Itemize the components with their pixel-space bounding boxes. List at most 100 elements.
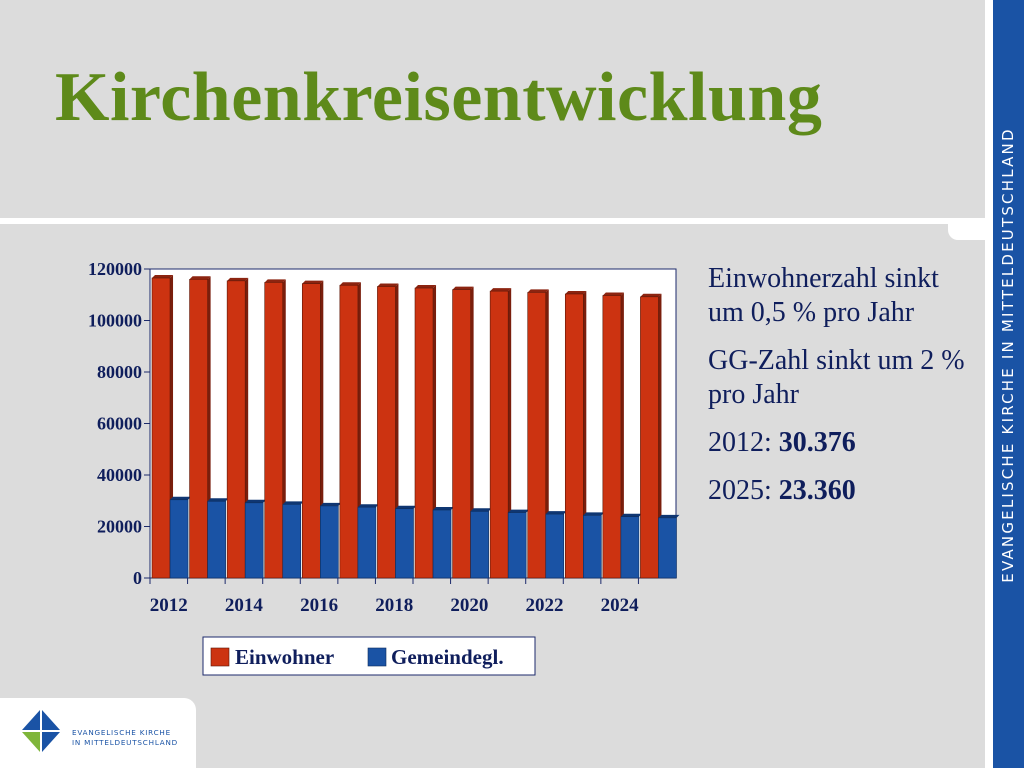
bar-einwohner-top — [189, 276, 211, 280]
bar-einwohner-top — [602, 292, 624, 296]
stat-2012: 2012: 30.376 — [708, 426, 978, 460]
bar-gemeindegl — [244, 502, 264, 579]
bar-einwohner-top — [452, 286, 474, 290]
bar-gemeindegl — [507, 512, 527, 579]
logo-line2: IN MITTELDEUTSCHLAND — [72, 738, 179, 747]
logo-text: EVANGELISCHE KIRCHE IN MITTELDEUTSCHLAND — [72, 728, 178, 748]
bar-einwohner-side — [433, 285, 437, 578]
bar-gemeindegl — [169, 499, 189, 579]
y-tick-label: 100000 — [88, 311, 142, 331]
stat-2012-value: 30.376 — [778, 427, 856, 458]
bar-einwohner-top — [565, 290, 587, 294]
legend-swatch-einwohner — [210, 647, 230, 667]
bar-einwohner-side — [395, 283, 399, 578]
side-band — [993, 0, 1024, 768]
bar-einwohner-top — [490, 288, 512, 292]
cross-logo-icon — [22, 710, 60, 752]
bar-einwohner-top — [415, 285, 437, 289]
bar-gemeindegl-top — [433, 507, 455, 511]
bar-einwohner-side — [583, 290, 587, 578]
bar-gemeindegl — [207, 500, 226, 579]
legend-swatch-gemeindegl — [367, 647, 387, 667]
bar-einwohner-side — [620, 292, 624, 578]
side-stripe — [985, 0, 993, 768]
y-tick-label: 120000 — [88, 259, 142, 279]
bar-einwohner-side — [508, 288, 512, 578]
x-tick-label: 2022 — [526, 595, 564, 616]
bar-einwohner — [564, 293, 584, 579]
logo: EVANGELISCHE KIRCHE IN MITTELDEUTSCHLAND — [0, 698, 196, 768]
bar-einwohner — [226, 280, 246, 579]
bar-einwohner-top — [640, 293, 662, 297]
bar-gemeindegl-top — [207, 498, 229, 502]
bar-gemeindegl-top — [245, 499, 267, 503]
stat-2025-value: 23.360 — [778, 475, 856, 506]
title-panel — [0, 0, 985, 218]
bar-einwohner-top — [264, 279, 286, 283]
notes-panel: Einwohnerzahl sinkt um 0,5 % pro Jahr GG… — [708, 262, 978, 522]
note-population: Einwohnerzahl sinkt um 0,5 % pro Jahr — [708, 263, 939, 328]
bar-gemeindegl — [282, 504, 302, 579]
bar-gemeindegl — [432, 509, 452, 579]
bar-gemeindegl-top — [395, 505, 417, 509]
logo-line1: EVANGELISCHE KIRCHE — [72, 728, 171, 737]
note-members: GG-Zahl sinkt um 2 % pro Jahr — [708, 345, 965, 410]
x-tick-label: 2014 — [225, 595, 264, 616]
bar-gemeindegl-top — [545, 511, 567, 515]
bar-einwohner-side — [545, 289, 549, 578]
bar-einwohner — [189, 278, 208, 579]
stat-2025: 2025: 23.360 — [708, 474, 978, 508]
y-tick-label: 40000 — [97, 465, 142, 485]
legend-label-einwohner: Einwohner — [235, 645, 334, 669]
bar-einwohner-side — [470, 286, 474, 578]
x-tick-label: 2024 — [601, 595, 640, 616]
bar-einwohner — [264, 282, 284, 579]
slide-title: Kirchenkreisentwicklung — [55, 59, 823, 136]
bar-einwohner — [377, 286, 396, 579]
bar-gemeindegl-top — [620, 513, 642, 517]
x-tick-label: 2020 — [450, 595, 488, 616]
bar-gemeindegl — [658, 517, 677, 579]
bar-gemeindegl-top — [357, 504, 379, 508]
bar-gemeindegl-top — [658, 514, 680, 518]
bar-gemeindegl — [320, 505, 339, 579]
bar-einwohner-top — [377, 283, 399, 287]
divider-tab — [948, 222, 988, 240]
bar-gemeindegl — [545, 513, 565, 579]
bar-gemeindegl — [395, 508, 414, 579]
bar-gemeindegl-top — [508, 509, 530, 513]
bar-gemeindegl-top — [282, 501, 304, 505]
legend-label-gemeindegl: Gemeindegl. — [391, 645, 504, 669]
bar-chart: 0 20000 40000 60000 80000 100000 120000 2012 201… — [88, 259, 680, 676]
stat-2012-label: 2012: — [708, 427, 779, 458]
bar-gemeindegl-top — [320, 502, 342, 506]
bar-gemeindegl — [470, 511, 489, 579]
side-band-text: EVANGELISCHE KIRCHE IN MITTELDEUTSCHLAND — [999, 127, 1017, 583]
bar-einwohner — [602, 295, 622, 579]
bar-gemeindegl — [620, 516, 640, 579]
bar-gemeindegl — [583, 515, 602, 579]
stat-2025-label: 2025: — [708, 475, 779, 506]
y-tick-label: 20000 — [97, 517, 142, 537]
bar-einwohner-top — [227, 277, 249, 281]
x-tick-label: 2016 — [300, 595, 338, 616]
bar-einwohner — [489, 290, 509, 579]
y-tick-label: 60000 — [97, 414, 142, 434]
y-tick-label: 80000 — [97, 362, 142, 382]
bar-gemeindegl-top — [470, 508, 492, 512]
bar-einwohner — [452, 289, 471, 579]
bar-gemeindegl-top — [583, 512, 605, 516]
bar-einwohner — [151, 277, 171, 579]
x-tick-label: 2018 — [375, 595, 413, 616]
bar-einwohner-top — [527, 289, 549, 293]
bar-einwohner — [301, 283, 321, 579]
y-tick-label: 0 — [133, 568, 142, 588]
bar-einwohner — [414, 287, 434, 579]
bar-einwohner-top — [302, 280, 324, 284]
bar-einwohner-side — [658, 293, 662, 578]
bar-einwohner — [640, 296, 659, 579]
bar-einwohner — [527, 292, 547, 579]
x-tick-label: 2012 — [150, 595, 188, 616]
bar-gemeindegl — [357, 506, 377, 579]
bar-einwohner-top — [152, 275, 174, 279]
